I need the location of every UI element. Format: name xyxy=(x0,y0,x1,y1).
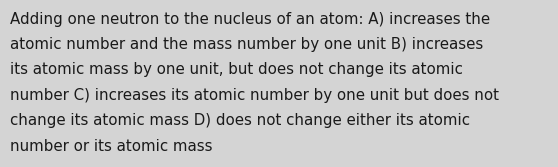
Text: Adding one neutron to the nucleus of an atom: A) increases the: Adding one neutron to the nucleus of an … xyxy=(10,12,490,27)
Text: change its atomic mass D) does not change either its atomic: change its atomic mass D) does not chang… xyxy=(10,113,470,128)
Text: its atomic mass by one unit, but does not change its atomic: its atomic mass by one unit, but does no… xyxy=(10,62,463,77)
Text: number or its atomic mass: number or its atomic mass xyxy=(10,139,213,154)
Text: number C) increases its atomic number by one unit but does not: number C) increases its atomic number by… xyxy=(10,88,499,103)
Text: atomic number and the mass number by one unit B) increases: atomic number and the mass number by one… xyxy=(10,37,483,52)
